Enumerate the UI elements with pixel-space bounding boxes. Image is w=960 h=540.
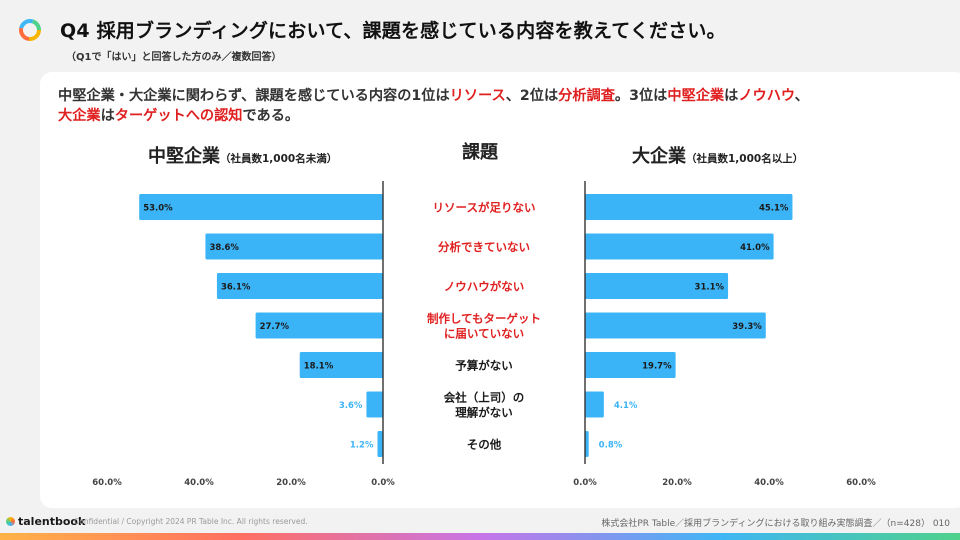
right-bar-label: 31.1% xyxy=(695,283,725,293)
category-label: 制作してもターゲット xyxy=(427,312,541,326)
right-bar-label: 41.0% xyxy=(740,243,770,253)
summary-text: 中堅企業・大企業に関わらず、課題を感じている内容の1位はリソース、2位は分析調査… xyxy=(58,86,918,126)
summary-part: 。3位は xyxy=(614,88,668,104)
right-bar-label: 19.7% xyxy=(642,362,672,372)
right-bar xyxy=(585,312,766,339)
left-bar-label: 1.2% xyxy=(350,441,374,451)
right-panel-title-main: 大企業 xyxy=(632,145,687,167)
page-subtitle: （Q1で「はい」と回答した方のみ／複数回答） xyxy=(66,52,282,63)
summary-highlight: ターゲットへの認知 xyxy=(114,108,243,124)
left-bar-label: 36.1% xyxy=(221,283,251,293)
footer-brand: talentbook xyxy=(6,515,85,528)
right-bar xyxy=(585,233,774,260)
summary-highlight: 分析調査 xyxy=(558,88,615,104)
summary-part: 中堅企業・大企業に関わらず、課題を感じている内容の1位は xyxy=(58,88,450,104)
gradient-bar xyxy=(0,533,960,540)
summary-part: 、 xyxy=(794,88,809,104)
category-label: 予算がない xyxy=(455,359,513,373)
chart-title: 課題 xyxy=(462,141,499,163)
left-bar-label: 27.7% xyxy=(260,322,290,332)
left-bar xyxy=(205,233,383,260)
right-panel-title-sub: （社員数1,000名以上） xyxy=(686,152,803,165)
left-bar xyxy=(299,352,383,378)
left-bar-label: 3.6% xyxy=(339,401,363,411)
right-bar xyxy=(585,391,604,418)
summary-highlight: 中堅企業 xyxy=(667,88,725,104)
right-panel-title: 大企業（社員数1,000名以上） xyxy=(632,145,803,167)
category-label: 理解がない xyxy=(455,406,513,420)
brand-ring-icon xyxy=(19,19,41,41)
left-bar xyxy=(255,312,383,339)
summary-highlight: ノウハウ xyxy=(738,88,795,104)
summary-highlight: リソース xyxy=(449,88,506,104)
right-bar xyxy=(585,431,589,457)
right-bar xyxy=(585,352,676,378)
category-label: に届いていない xyxy=(444,327,524,341)
footer-brand-text: talentbook xyxy=(18,515,86,528)
category-label: ノウハウがない xyxy=(444,280,525,294)
talentbook-logo-icon xyxy=(6,517,15,526)
left-bar-label: 18.1% xyxy=(304,362,334,372)
left-bar-label: 38.6% xyxy=(209,243,239,253)
source-note: 株式会社PR Table／採用ブランディングにおける取り組み実態調査／（n=42… xyxy=(601,519,950,529)
right-tick-label: 40.0% xyxy=(754,478,784,488)
left-bar xyxy=(216,273,383,299)
left-bar xyxy=(139,194,383,220)
category-label: 会社（上司）の xyxy=(443,391,525,405)
category-label: 分析できていない xyxy=(438,240,530,254)
left-tick-label: 60.0% xyxy=(92,478,122,488)
right-tick-label: 20.0% xyxy=(662,478,692,488)
summary-part: 、2位は xyxy=(505,88,559,104)
right-tick-label: 0.0% xyxy=(573,478,597,488)
right-bar-label: 0.8% xyxy=(599,441,623,451)
right-bar-label: 4.1% xyxy=(614,401,638,411)
left-panel-title-sub: （社員数1,000名未満） xyxy=(220,152,337,165)
category-label: リソースが足りない xyxy=(433,201,536,215)
content-card xyxy=(40,72,960,508)
summary-part: は xyxy=(100,108,115,124)
left-bar xyxy=(377,431,383,457)
left-tick-label: 20.0% xyxy=(276,478,306,488)
right-bar xyxy=(585,194,793,220)
confidential-notice: Confidential / Copyright 2024 PR Table I… xyxy=(74,517,308,526)
right-bar-label: 45.1% xyxy=(759,204,789,214)
summary-part: である。 xyxy=(242,108,300,124)
summary-highlight: 大企業 xyxy=(58,108,101,124)
right-bar-label: 39.3% xyxy=(732,322,762,332)
left-bar-label: 53.0% xyxy=(143,204,173,214)
summary-part: は xyxy=(724,88,739,104)
category-label: その他 xyxy=(467,438,502,452)
left-panel-title: 中堅企業（社員数1,000名未満） xyxy=(148,145,337,167)
left-bar xyxy=(366,391,383,418)
left-tick-label: 40.0% xyxy=(184,478,214,488)
right-bar xyxy=(585,273,729,299)
page-title: Q4 採用ブランディングにおいて、課題を感じている内容を教えてください。 xyxy=(60,20,726,42)
left-panel-title-main: 中堅企業 xyxy=(148,145,221,167)
right-tick-label: 60.0% xyxy=(846,478,876,488)
left-tick-label: 0.0% xyxy=(371,478,395,488)
